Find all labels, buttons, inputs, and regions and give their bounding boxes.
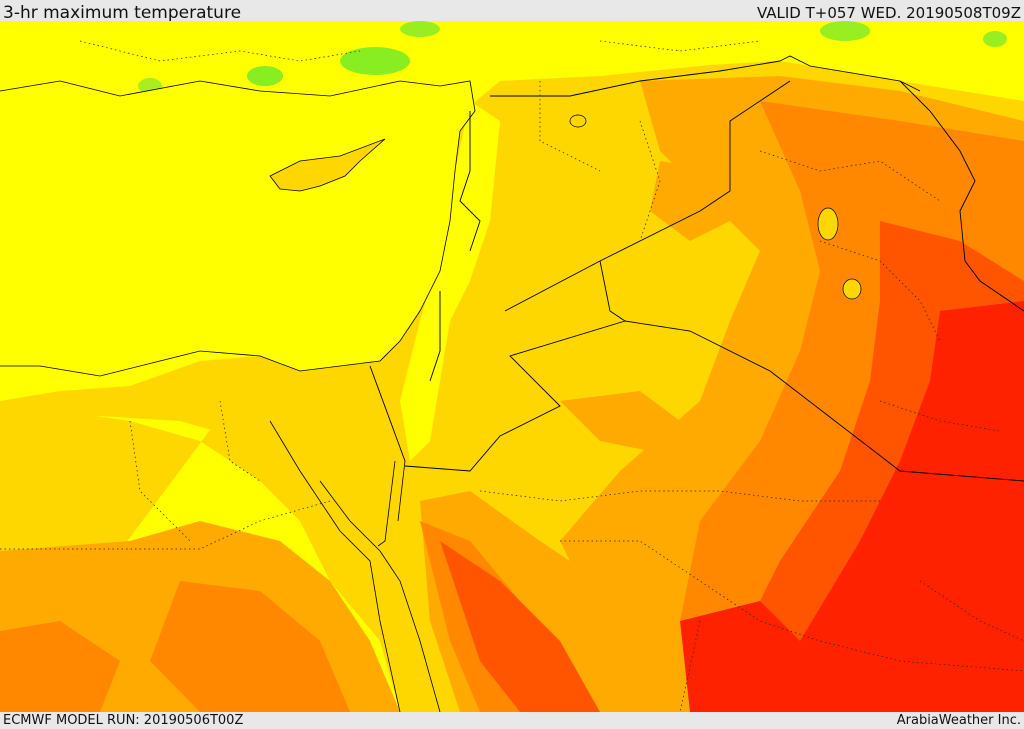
temp-zone-green [247,66,283,86]
lake [817,207,839,241]
temperature-map [0,21,1024,712]
temp-zone-green [983,31,1007,47]
lake [842,278,862,300]
cyprus-island [269,138,386,192]
lake [569,114,587,128]
country-borders [369,60,1024,482]
gulf-of-aqaba [385,461,405,541]
red-sea [270,421,440,712]
temp-zone-red-orange-coast [440,541,600,712]
map-header: 3-hr maximum temperature VALID T+057 WED… [0,0,1024,23]
province-boundaries [0,40,1024,712]
model-run: ECMWF MODEL RUN: 20190506T00Z [3,713,244,728]
temp-zone-orange-west [150,581,350,712]
map-footer: ECMWF MODEL RUN: 20190506T00Z ArabiaWeat… [0,712,1024,729]
temp-zone-green [820,21,870,41]
temp-zone-green [340,47,410,75]
temp-zone-light-orange-patch [560,391,680,451]
valid-time: VALID T+057 WED. 20190508T09Z [756,4,1021,22]
coastlines [0,55,921,712]
temp-zone-green [400,21,440,37]
temp-zone-yellow-levant [400,101,500,461]
provider-credit: ArabiaWeather Inc. [896,713,1021,728]
temp-zone-gold-egypt [0,356,400,541]
temp-zone-red [800,301,1024,712]
temp-zone-orange-patch [0,621,120,712]
mediterranean-sea [0,81,475,376]
temp-zone-light-orange-patch [650,161,730,241]
map-title: 3-hr maximum temperature [3,3,242,23]
temp-zone-red-south [680,601,820,712]
